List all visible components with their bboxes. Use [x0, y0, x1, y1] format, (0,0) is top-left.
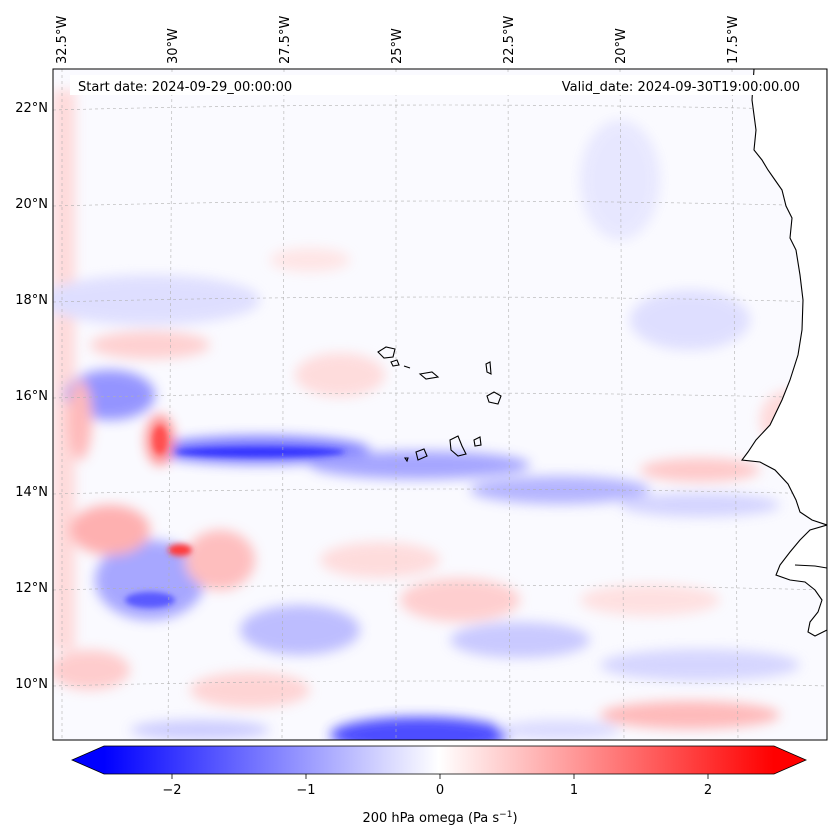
- lat-label-10n: 10°N: [15, 677, 48, 692]
- omega-field: [53, 69, 827, 740]
- map-panel: Start date: 2024-09-29_00:00:00 Valid_da…: [52, 68, 828, 741]
- valid-date-text: Valid_date: 2024-09-30T19:00:00.00: [562, 80, 800, 95]
- colorbar-tick-minus-1: −1: [296, 783, 315, 798]
- colorbar-tick-minus-2: −2: [162, 783, 181, 798]
- colorbar-tick-1: 1: [570, 783, 578, 798]
- africa-coastline: [740, 69, 827, 526]
- colorbar: −2 −1 0 1 2 200 hPa omega (Pa s−1): [71, 745, 807, 826]
- gambia-outline: [794, 564, 827, 569]
- colorbar-label-sup: −1: [499, 810, 512, 820]
- west-africa-coast-south: [775, 524, 827, 637]
- colorbar-body: [104, 746, 774, 774]
- colorbar-tick-2: 2: [704, 783, 712, 798]
- lon-label-30w: 30°W: [166, 28, 181, 64]
- lat-label-20n: 20°N: [15, 197, 48, 212]
- lon-label-20w: 20°W: [614, 28, 629, 64]
- lat-label-18n: 18°N: [15, 293, 48, 308]
- lon-label-27-5w: 27.5°W: [278, 16, 293, 64]
- lon-label-32-5w: 32.5°W: [55, 16, 70, 64]
- map-background: [53, 69, 827, 740]
- cape-verde-islands: [377, 346, 502, 463]
- lat-label-16n: 16°N: [15, 389, 48, 404]
- start-date-text: Start date: 2024-09-29_00:00:00: [78, 80, 292, 95]
- latitude-labels: 22°N 20°N 18°N 16°N 14°N 12°N 10°N: [15, 101, 48, 692]
- colorbar-label-end: ): [512, 811, 517, 826]
- lon-label-17-5w: 17.5°W: [726, 16, 741, 64]
- map-frame: [52, 68, 828, 741]
- header-strip: [70, 75, 812, 95]
- colorbar-extend-max: [774, 746, 806, 774]
- colorbar-outline: [71, 745, 807, 775]
- lon-label-22-5w: 22.5°W: [502, 16, 517, 64]
- colorbar-label: 200 hPa omega (Pa s−1): [362, 810, 517, 826]
- colorbar-tick-0: 0: [436, 783, 444, 798]
- longitude-labels: 32.5°W 30°W 27.5°W 25°W 22.5°W 20°W 17.5…: [55, 16, 741, 64]
- lat-label-12n: 12°N: [15, 581, 48, 596]
- colorbar-extend-min: [72, 746, 104, 774]
- lon-label-25w: 25°W: [390, 28, 405, 64]
- colorbar-label-main: 200 hPa omega (Pa s: [362, 811, 499, 826]
- lat-label-22n: 22°N: [15, 101, 48, 116]
- lat-label-14n: 14°N: [15, 485, 48, 500]
- gridlines: [53, 69, 827, 740]
